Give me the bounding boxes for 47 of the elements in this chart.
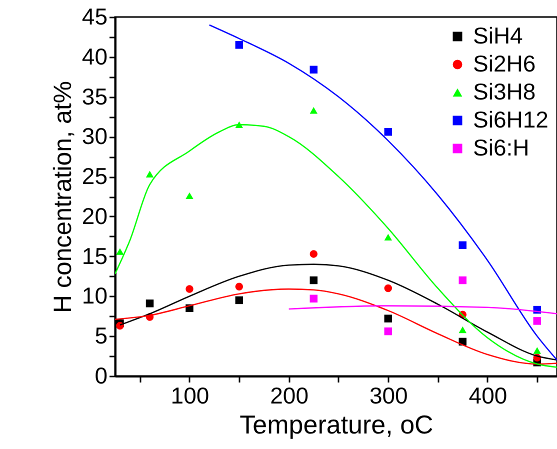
point [146, 170, 154, 178]
point [533, 347, 542, 354]
y-tick-label: 0 [94, 362, 108, 388]
point [310, 294, 318, 302]
y-tick-label: 45 [82, 4, 108, 30]
y-tick-label: 30 [82, 123, 108, 150]
legend-label: Si3H8 [473, 78, 536, 104]
y-tick-label: 20 [82, 202, 108, 229]
point [146, 300, 154, 308]
y-tick-label: 15 [82, 242, 108, 269]
y-tick-label: 25 [82, 163, 108, 190]
y-tick-label: 10 [82, 282, 108, 309]
line-series [208, 24, 557, 361]
y-tick-label: 40 [82, 43, 108, 70]
x-tick-label: 400 [468, 382, 508, 408]
x-tick-label: 100 [170, 382, 210, 408]
point [310, 106, 318, 114]
point [235, 41, 244, 49]
point [384, 284, 392, 292]
point [533, 317, 542, 325]
point [310, 276, 318, 284]
line-series [288, 305, 557, 314]
point [310, 250, 318, 258]
x-tick-label: 200 [270, 382, 309, 408]
y-tick-label: 35 [82, 83, 108, 110]
point [458, 241, 467, 250]
y-axis-title: H concentration, at% [48, 80, 77, 314]
point [384, 234, 392, 241]
point [458, 326, 467, 334]
legend-label: SiH4 [473, 22, 524, 48]
point [116, 248, 124, 255]
legend-label: Si6H12 [473, 106, 548, 132]
point [186, 192, 194, 200]
point [384, 314, 392, 322]
point [384, 327, 392, 336]
y-tick-label: 5 [94, 322, 108, 349]
x-tick-label: 300 [369, 382, 408, 408]
point [458, 276, 467, 284]
x-axis-title: Temperature, oC [240, 410, 434, 440]
point [186, 285, 194, 293]
point [235, 296, 244, 304]
point [384, 128, 392, 136]
legend-label: Si2H6 [473, 50, 536, 76]
line-series [115, 288, 557, 365]
legend-label: Si6:H [473, 134, 530, 160]
point [235, 282, 244, 291]
point [310, 66, 318, 74]
